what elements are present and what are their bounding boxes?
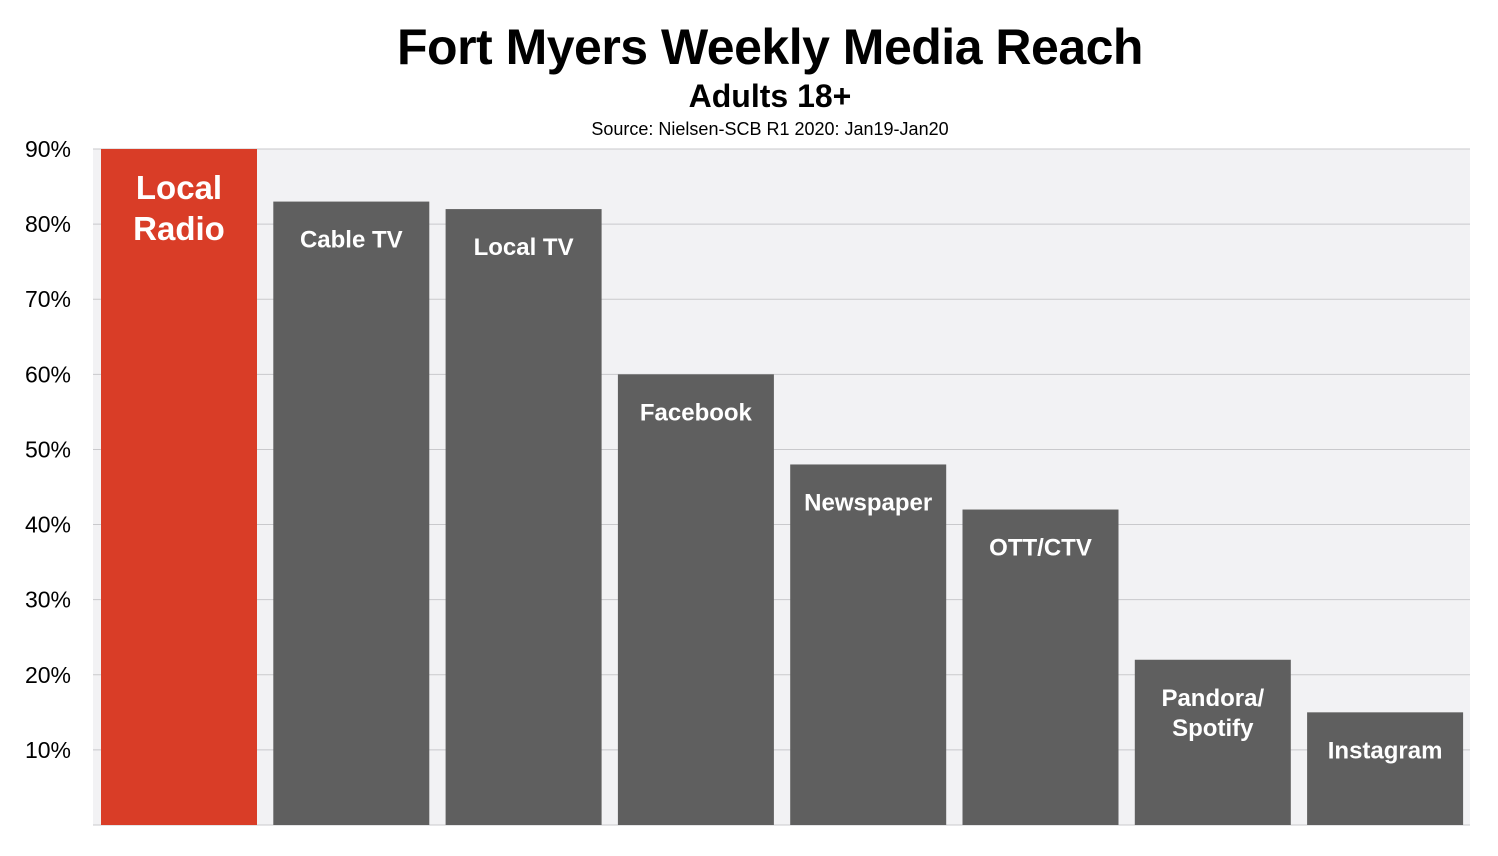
chart-source: Source: Nielsen-SCB R1 2020: Jan19-Jan20	[591, 119, 949, 139]
y-tick-label: 20%	[25, 662, 71, 688]
bar-label: Cable TV	[300, 227, 403, 254]
bar	[1134, 659, 1291, 825]
y-axis: 10% 20% 30% 40% 50% 60% 70% 80% 90%	[25, 136, 71, 763]
y-tick-label: 90%	[25, 136, 71, 162]
y-tick-label: 60%	[25, 361, 71, 387]
bar-label: Radio	[133, 210, 225, 247]
y-tick-label: 70%	[25, 286, 71, 312]
y-tick-label: 40%	[25, 512, 71, 538]
bar-labels: Local Radio Cable TV Local TV Facebook Newspa…	[133, 169, 1442, 764]
y-tick-label: 10%	[25, 737, 71, 763]
y-tick-label: 50%	[25, 436, 71, 462]
bars	[101, 149, 1464, 826]
bar-label: Instagram	[1328, 737, 1443, 764]
bar-label: OTT/CTV	[989, 535, 1092, 562]
bar	[101, 149, 257, 825]
chart-title: Fort Myers Weekly Media Reach	[397, 19, 1143, 75]
bar-label: Newspaper	[804, 489, 932, 516]
bar-label: Local TV	[474, 234, 574, 261]
chart-subtitle: Adults 18+	[688, 78, 852, 114]
bar-label: Facebook	[640, 399, 753, 426]
bar	[273, 201, 430, 826]
bar-label: Spotify	[1172, 715, 1254, 742]
bar	[1307, 712, 1464, 825]
y-tick-label: 80%	[25, 211, 71, 237]
bar-label: Local	[136, 169, 222, 206]
bar	[790, 464, 947, 825]
bar-label: Pandora/	[1161, 685, 1264, 712]
y-tick-label: 30%	[25, 587, 71, 613]
bar	[962, 509, 1119, 825]
bar	[445, 209, 602, 826]
bar	[617, 374, 774, 825]
